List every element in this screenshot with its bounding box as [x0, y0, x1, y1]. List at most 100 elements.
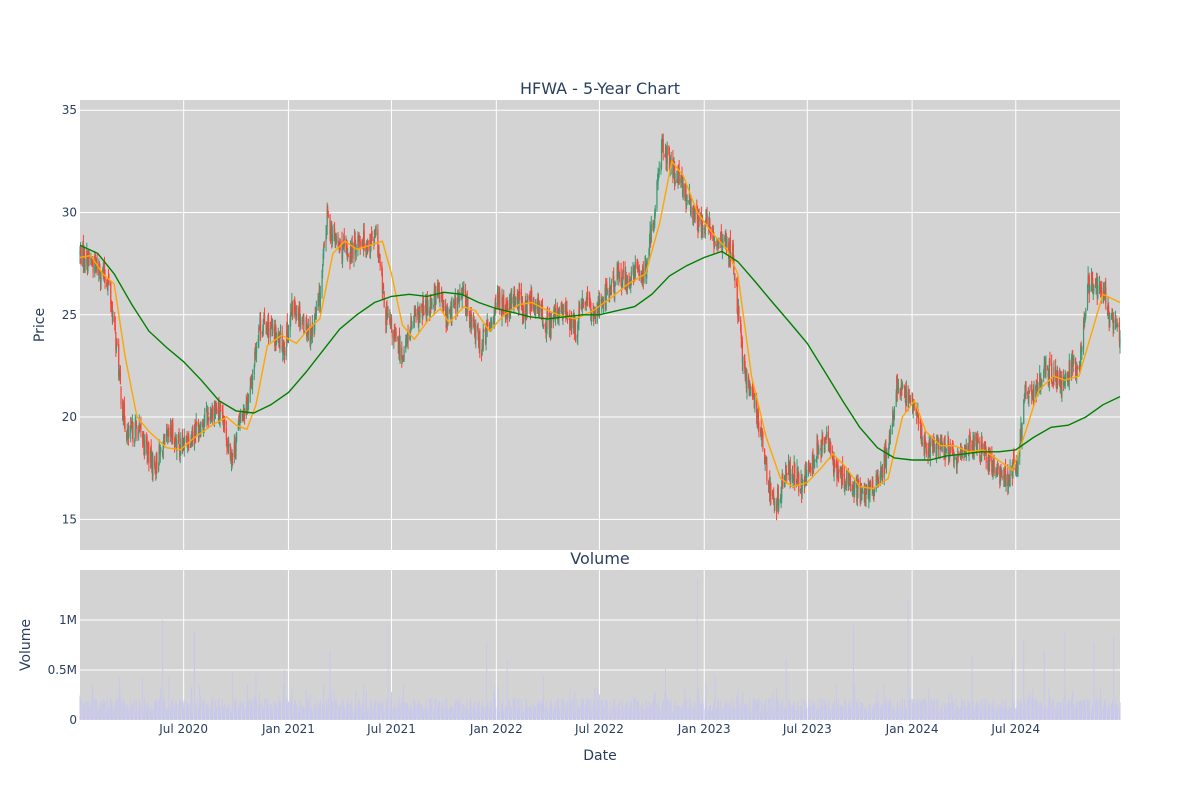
volume-bar: [263, 706, 265, 720]
volume-bar: [302, 705, 304, 720]
candle-body: [192, 431, 194, 442]
volume-bar: [371, 708, 373, 720]
volume-bar: [649, 710, 651, 720]
volume-bar: [294, 699, 296, 720]
candle-body: [576, 335, 578, 342]
volume-bar: [618, 701, 620, 720]
volume-bar: [334, 700, 336, 720]
volume-bar: [713, 699, 715, 720]
date-x-tick-labels: Jul 2020 Jan 2021 Jul 2021 Jan 2022 Jul 2022…: [158, 722, 1040, 736]
volume-bar: [1041, 704, 1043, 720]
candle-body: [897, 386, 900, 388]
candle-body: [122, 401, 124, 420]
candle-body: [622, 271, 624, 281]
volume-bar: [187, 702, 189, 720]
candle-body: [483, 329, 485, 332]
candle-body: [837, 465, 839, 473]
candle-body: [414, 308, 417, 313]
candle-body: [561, 304, 564, 316]
candle-body: [155, 471, 157, 473]
candle-body: [1082, 320, 1085, 350]
volume-bar: [413, 698, 415, 720]
volume-bar: [231, 712, 233, 720]
volume-bar: [670, 705, 672, 720]
volume-bar: [582, 707, 584, 720]
volume-bar: [1052, 712, 1054, 720]
volume-bar: [716, 708, 718, 720]
volume-bar: [924, 703, 926, 720]
volume-bar: [135, 700, 137, 720]
volume-bar: [936, 699, 938, 720]
candle-body: [1119, 337, 1121, 345]
candle-body: [405, 338, 407, 349]
volume-bar: [887, 701, 889, 720]
candle-body: [524, 300, 526, 321]
candle-body: [636, 264, 639, 268]
volume-bar: [552, 711, 554, 720]
volume-bar: [469, 701, 471, 720]
candle-body: [511, 296, 513, 305]
volume-bar: [920, 702, 922, 720]
candle-body: [1029, 384, 1031, 391]
volume-bar: [637, 705, 639, 720]
volume-bar: [478, 712, 480, 720]
volume-bar: [979, 702, 981, 720]
volume-bar: [287, 701, 289, 720]
volume-bar: [84, 702, 86, 720]
volume-bar: [1047, 708, 1049, 720]
candle-body: [1051, 383, 1053, 386]
volume-bar: [606, 700, 608, 720]
candle-body: [838, 469, 840, 474]
candle-body: [977, 438, 979, 444]
candle-body: [955, 455, 957, 460]
volume-bar: [704, 697, 706, 720]
candle-body: [224, 417, 226, 426]
candle-body: [228, 441, 230, 448]
volume-bar: [178, 703, 180, 720]
candle-body: [766, 463, 768, 481]
volume-bar: [206, 703, 208, 720]
candle-body: [263, 313, 266, 321]
candle-body: [302, 315, 304, 318]
volume-bar: [729, 703, 731, 720]
candle-body: [477, 328, 479, 335]
candle-body: [86, 251, 89, 270]
candle-body: [560, 302, 562, 313]
candle-body: [234, 451, 237, 454]
candle-body: [165, 430, 168, 437]
volume-bar: [913, 698, 915, 720]
candle-body: [183, 436, 185, 450]
volume-bar: [393, 705, 395, 720]
candle-body: [128, 433, 130, 436]
candle-body: [654, 213, 656, 226]
volume-bar: [690, 700, 692, 720]
candle-body: [662, 136, 664, 141]
candle-body: [925, 448, 927, 454]
volume-bars[interactable]: [79, 580, 1121, 720]
candle-body: [401, 347, 403, 360]
volume-bar: [477, 703, 479, 720]
candle-body: [905, 389, 908, 406]
candle-body: [834, 461, 836, 468]
price-candles[interactable]: [79, 133, 1121, 521]
volume-bar: [269, 703, 271, 720]
volume-bar: [728, 703, 730, 720]
volume-bar: [813, 703, 815, 720]
volume-bar: [1017, 700, 1019, 720]
candle-body: [1100, 282, 1102, 290]
volume-bar: [381, 702, 383, 720]
volume-bar: [124, 704, 126, 720]
volume-bar: [892, 708, 894, 720]
candle-body: [358, 235, 360, 243]
candle-body: [873, 490, 876, 493]
candle-body: [562, 313, 564, 316]
candle-body: [606, 283, 608, 290]
candle-body: [816, 441, 818, 461]
volume-bar: [1009, 706, 1011, 720]
volume-bar: [355, 707, 357, 720]
volume-bar: [378, 704, 380, 720]
volume-bar: [872, 706, 874, 720]
candle-body: [391, 330, 393, 338]
volume-bar: [239, 702, 241, 720]
volume-bar: [748, 712, 750, 720]
